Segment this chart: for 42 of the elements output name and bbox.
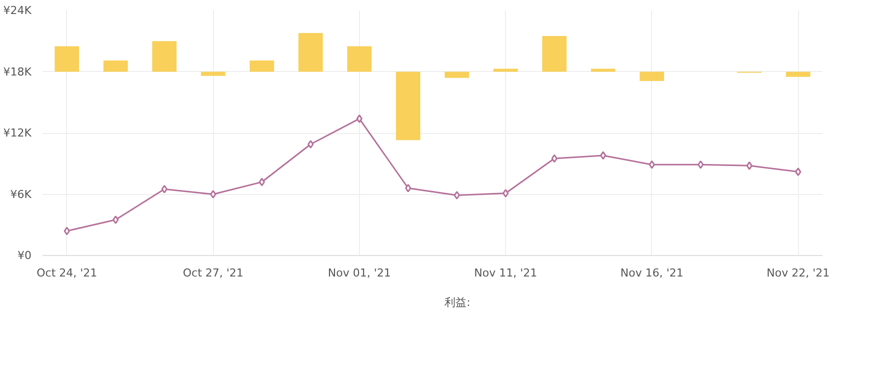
point — [600, 151, 606, 160]
x-tick-label: Oct 24, '21 — [36, 266, 98, 280]
bar — [298, 32, 323, 72]
y-tick-label: ¥18K — [3, 65, 32, 78]
point — [161, 184, 168, 194]
text: 利益: — [444, 294, 470, 310]
x-tick-label: Nov 11, '21 — [474, 266, 538, 280]
bar — [444, 72, 470, 78]
bar — [152, 41, 177, 72]
bar — [347, 46, 372, 72]
point — [64, 226, 70, 236]
point — [795, 168, 802, 176]
x-tick-label: Oct 27, '21 — [182, 266, 244, 280]
point — [210, 190, 216, 198]
bar — [54, 46, 80, 72]
y-tick-label: ¥12K — [3, 126, 32, 140]
bar — [590, 68, 616, 72]
bar — [103, 60, 128, 72]
bar — [786, 72, 810, 77]
point — [356, 114, 362, 123]
bar — [396, 72, 420, 140]
point — [551, 154, 558, 163]
point — [454, 191, 460, 200]
point — [698, 160, 704, 169]
bar — [493, 68, 518, 72]
point — [502, 188, 509, 198]
point — [648, 160, 655, 169]
y-tick-label: ¥6K — [10, 188, 32, 201]
y-tick-label: ¥24K — [3, 4, 32, 17]
bar — [542, 36, 567, 72]
x-tick-label: Nov 16, '21 — [620, 266, 684, 280]
point — [258, 178, 265, 186]
point — [746, 161, 752, 170]
point — [112, 216, 119, 224]
bar — [250, 60, 274, 72]
x-tick-label: Nov 22, '21 — [766, 266, 830, 280]
point — [405, 184, 412, 192]
bar — [640, 72, 664, 81]
y-tick-label: ¥0 — [18, 249, 32, 262]
x-tick-label: Nov 01, '21 — [328, 266, 391, 280]
point — [308, 140, 314, 148]
bar — [200, 72, 226, 76]
